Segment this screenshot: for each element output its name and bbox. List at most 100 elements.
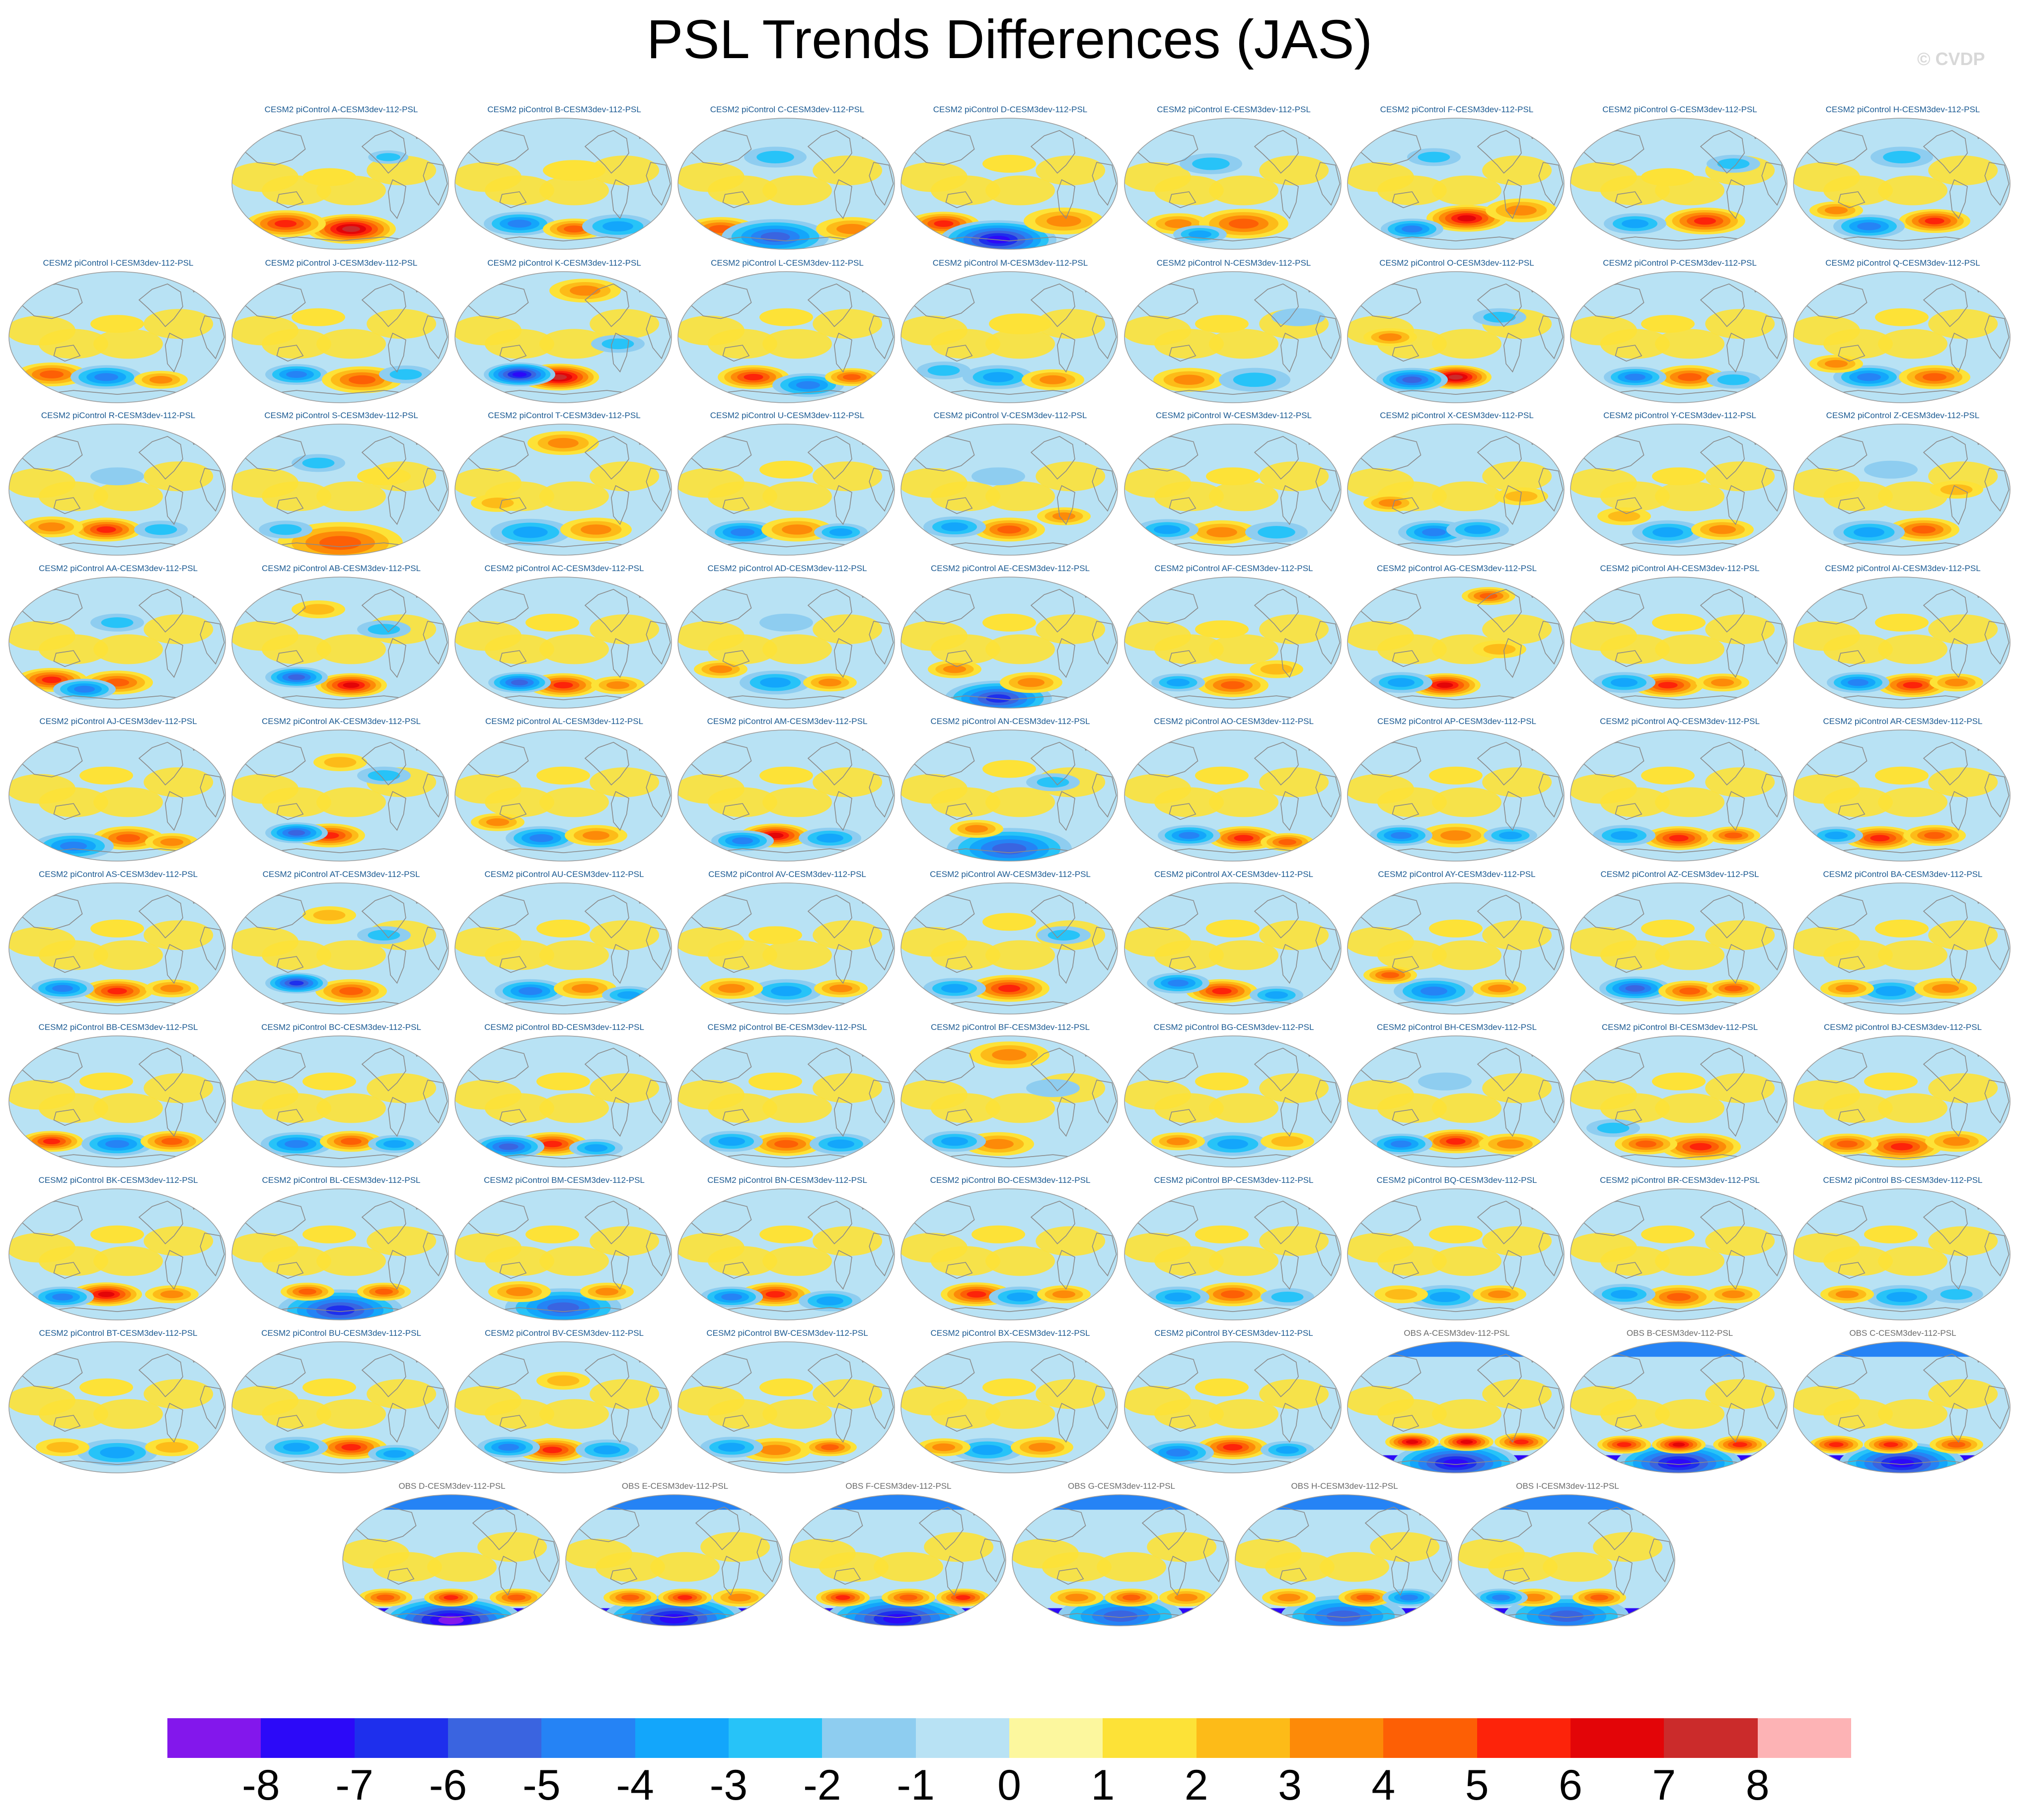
map xyxy=(1570,271,1788,403)
coastline-africa xyxy=(200,1080,225,1124)
anomaly-contour xyxy=(1188,230,1212,238)
map xyxy=(8,424,226,556)
arctic-anomaly xyxy=(1794,1342,2010,1357)
anomaly-band xyxy=(1036,309,1106,339)
anomaly-contour xyxy=(827,1139,854,1149)
anomaly-band xyxy=(678,1080,745,1110)
anomaly-contour xyxy=(1446,1138,1466,1145)
coastline-north-america xyxy=(1030,1200,1075,1244)
model-map-panel: CESM2 piControl AY-CESM3dev-112-PSL xyxy=(1345,869,1569,1018)
anomaly-contour xyxy=(1037,777,1069,788)
anomaly-contour xyxy=(341,1138,362,1145)
panel-label: CESM2 piControl AA-CESM3dev-112-PSL xyxy=(39,564,198,573)
coastline-australia xyxy=(499,191,527,209)
anomaly-band xyxy=(9,1080,75,1110)
model-map-panel: CESM2 piControl AH-CESM3dev-112-PSL xyxy=(1568,563,1792,712)
model-map-panel: CESM2 piControl BC-CESM3dev-112-PSL xyxy=(229,1022,453,1171)
panel-label: CESM2 piControl A-CESM3dev-112-PSL xyxy=(264,105,418,114)
map xyxy=(8,882,226,1015)
anomaly-band xyxy=(144,767,214,798)
anomaly-band xyxy=(1543,1552,1612,1582)
anomaly-contour xyxy=(1195,315,1249,333)
anomaly-band xyxy=(1432,175,1501,206)
coastline-south-america xyxy=(1949,179,1968,219)
anomaly-contour xyxy=(1418,1072,1472,1091)
map xyxy=(1347,118,1565,250)
anomaly-band xyxy=(874,1552,943,1582)
map xyxy=(231,729,449,862)
anomaly-contour xyxy=(584,1144,608,1152)
coastline-north-america xyxy=(1254,741,1299,786)
anomaly-contour xyxy=(1611,831,1638,840)
map xyxy=(1347,1188,1565,1320)
coastline-australia xyxy=(276,191,304,209)
anomaly-contour xyxy=(972,1445,1003,1456)
anomaly-contour xyxy=(564,225,585,233)
map xyxy=(1012,1494,1229,1626)
anomaly-band xyxy=(590,309,660,339)
coastline-north-america xyxy=(1923,741,1968,786)
panel-label: CESM2 piControl BX-CESM3dev-112-PSL xyxy=(930,1328,1090,1338)
colorbar-tick-labels: -8 -7 -6 -5 -4 -3 -2 -1 0 1 2 3 4 5 6 7 8 xyxy=(0,1760,2019,1815)
anomaly-contour xyxy=(983,1139,1014,1150)
coastline-north-america xyxy=(807,894,852,939)
anomaly-band xyxy=(813,1073,883,1103)
obs-map-panel: OBS H-CESM3dev-112-PSL xyxy=(1233,1481,1456,1630)
coastline-australia xyxy=(1169,497,1196,514)
model-map-panel: CESM2 piControl O-CESM3dev-112-PSL xyxy=(1345,258,1569,407)
anomaly-contour xyxy=(1652,467,1706,486)
anomaly-band xyxy=(1928,1226,1998,1256)
panel-label: CESM2 piControl B-CESM3dev-112-PSL xyxy=(487,105,641,114)
anomaly-contour xyxy=(1258,526,1295,539)
anomaly-contour xyxy=(1824,360,1848,368)
coastline-south-america xyxy=(1503,638,1522,678)
anomaly-contour xyxy=(1488,984,1511,993)
coastline-africa xyxy=(200,774,225,818)
anomaly-band xyxy=(144,614,214,645)
coastline-africa xyxy=(1538,468,1564,512)
coastline-australia xyxy=(1392,956,1420,973)
panel-label: OBS I-CESM3dev-112-PSL xyxy=(1516,1481,1619,1491)
globe-outline xyxy=(1124,1188,1342,1320)
anomaly-band xyxy=(1705,1226,1775,1256)
coastline-africa xyxy=(1761,1385,1787,1430)
panel-label: CESM2 piControl BW-CESM3dev-112-PSL xyxy=(706,1328,868,1338)
coastline-africa xyxy=(1984,621,2010,665)
globe-outline xyxy=(454,271,672,403)
coastline-south-america xyxy=(945,1555,964,1596)
panel-label: CESM2 piControl AX-CESM3dev-112-PSL xyxy=(1154,870,1313,879)
anomaly-band xyxy=(1209,175,1278,206)
coastline-south-america xyxy=(1503,1402,1522,1443)
anomaly-contour xyxy=(160,838,184,846)
globe-outline xyxy=(1793,118,2011,250)
panel-label: CESM2 piControl D-CESM3dev-112-PSL xyxy=(933,105,1088,114)
anomaly-band xyxy=(1794,774,1860,804)
anomaly-contour xyxy=(1549,1610,1584,1622)
anomaly-band xyxy=(144,309,214,339)
anomaly-contour xyxy=(389,369,422,380)
map xyxy=(677,1035,895,1167)
anomaly-contour xyxy=(594,1445,620,1455)
panel-label: CESM2 piControl AW-CESM3dev-112-PSL xyxy=(930,870,1091,879)
coastline-south-america xyxy=(1503,1096,1522,1137)
anomaly-contour xyxy=(299,1289,316,1295)
map xyxy=(1347,729,1565,862)
panel-label: CESM2 piControl BL-CESM3dev-112-PSL xyxy=(262,1175,421,1185)
anomaly-contour xyxy=(60,841,87,851)
coastline-africa xyxy=(200,468,225,512)
coastline-south-america xyxy=(1056,944,1075,984)
coastline-south-america xyxy=(1168,1555,1187,1596)
panel-label: CESM2 piControl K-CESM3dev-112-PSL xyxy=(487,258,641,268)
obs-map-panel: OBS G-CESM3dev-112-PSL xyxy=(1010,1481,1233,1630)
coastline-australia xyxy=(53,497,81,514)
model-map-panel: CESM2 piControl J-CESM3dev-112-PSL xyxy=(229,258,453,407)
coastline-north-america xyxy=(361,894,406,939)
map xyxy=(454,271,672,403)
model-map-panel: CESM2 piControl AN-CESM3dev-112-PSL xyxy=(898,716,1122,865)
anomaly-contour xyxy=(512,372,527,377)
globe-outline xyxy=(231,424,449,556)
anomaly-band xyxy=(678,468,745,498)
anomaly-band xyxy=(1705,1073,1775,1103)
coastline-north-america xyxy=(1477,1047,1522,1092)
coastline-australia xyxy=(1615,345,1643,362)
